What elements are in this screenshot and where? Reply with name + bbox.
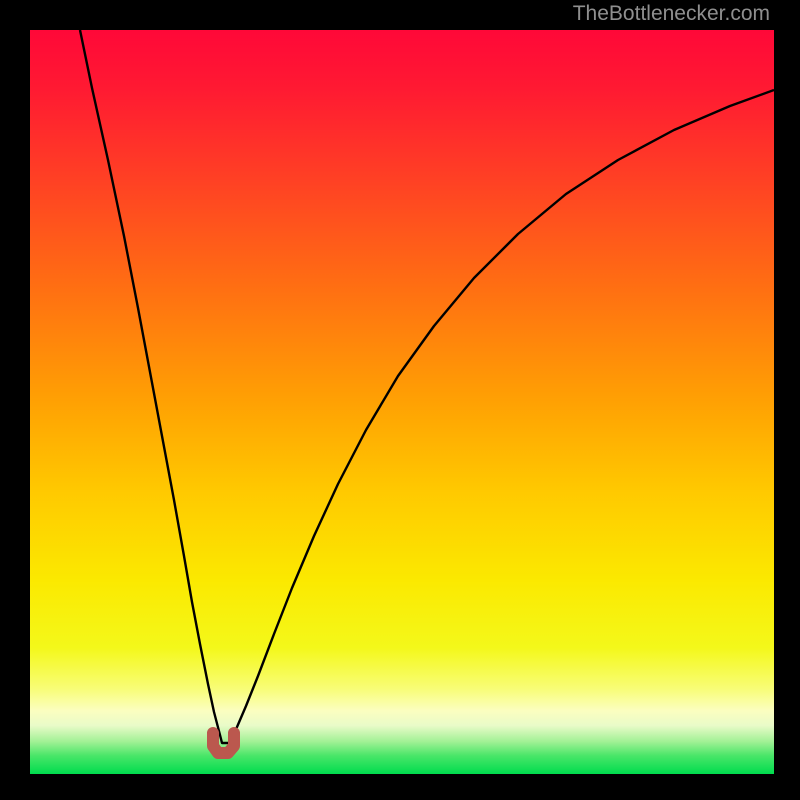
watermark-text: TheBottlenecker.com [573, 2, 770, 26]
bottleneck-curve [80, 30, 774, 743]
chart-container: TheBottlenecker.com [0, 0, 800, 800]
plot-area [30, 30, 774, 774]
curve-overlay [30, 30, 774, 774]
